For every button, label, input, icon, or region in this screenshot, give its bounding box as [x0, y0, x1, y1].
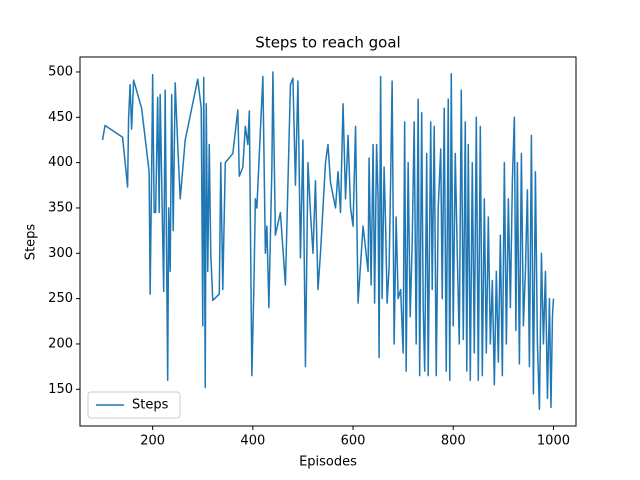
- legend-label: Steps: [132, 398, 169, 413]
- x-tick-label: 600: [341, 434, 366, 449]
- x-axis-label: Episodes: [299, 455, 357, 470]
- y-tick-label: 250: [48, 291, 73, 306]
- y-tick-label: 300: [48, 246, 73, 261]
- chart-title: Steps to reach goal: [255, 34, 400, 52]
- y-tick-label: 150: [48, 382, 73, 397]
- data-line: [101, 71, 555, 410]
- x-tick-label: 400: [240, 434, 265, 449]
- y-axis-label: Steps: [24, 224, 39, 261]
- x-tick-label: 1000: [537, 434, 570, 449]
- y-tick-label: 200: [48, 336, 73, 351]
- y-tick-label: 500: [48, 64, 73, 79]
- axes-frame: [79, 56, 577, 427]
- legend-box: [87, 391, 181, 419]
- x-tick-label: 800: [441, 434, 466, 449]
- x-tick-label: 200: [140, 434, 165, 449]
- y-tick-label: 400: [48, 155, 73, 170]
- y-tick-label: 350: [48, 200, 73, 215]
- y-tick-label: 450: [48, 110, 73, 125]
